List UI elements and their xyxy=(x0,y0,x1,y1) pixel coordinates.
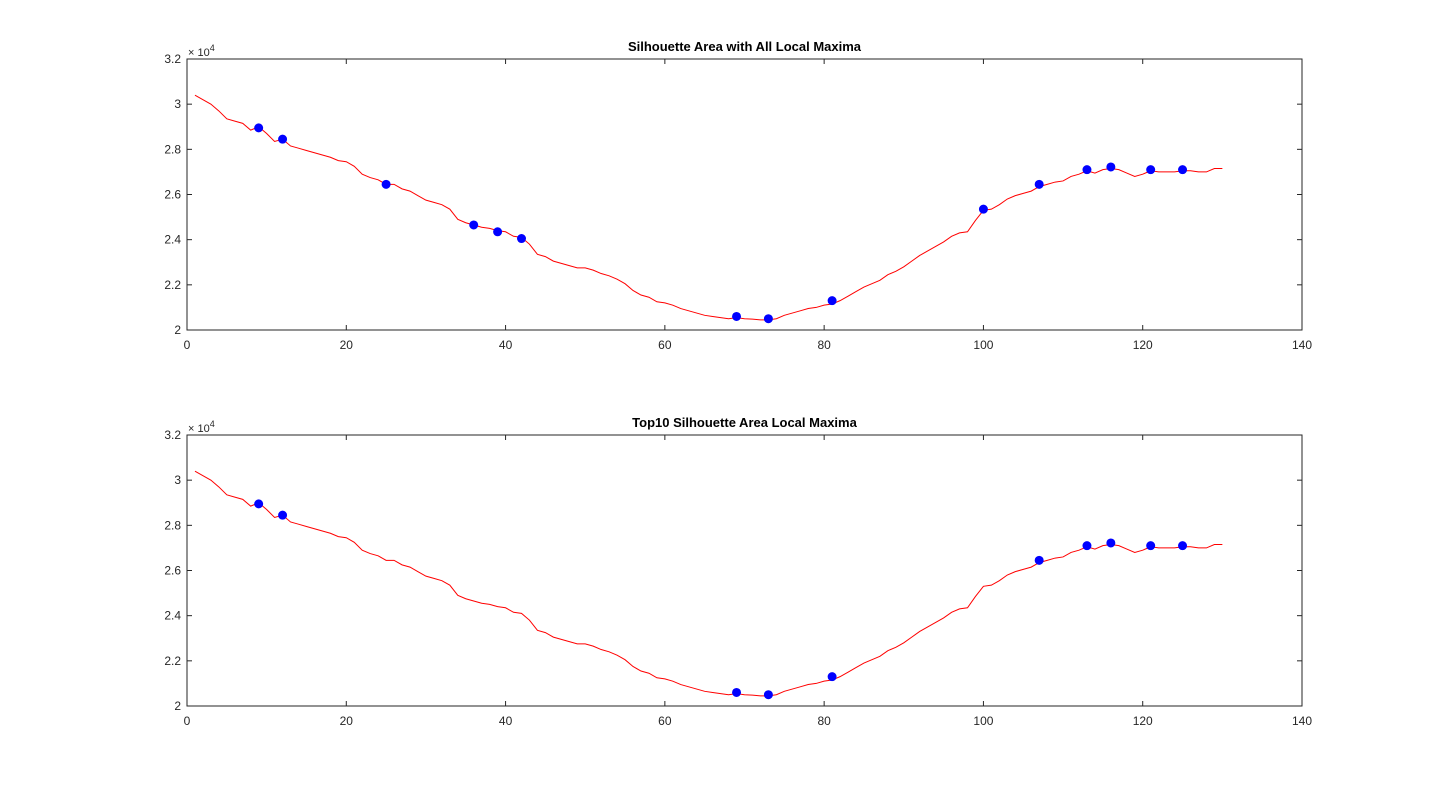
local-max-point xyxy=(254,499,264,509)
local-max-point xyxy=(493,227,503,237)
local-max-point xyxy=(827,296,837,306)
x-tick-label: 40 xyxy=(499,338,513,352)
y-tick-label: 2.8 xyxy=(164,142,181,156)
local-max-point xyxy=(254,123,264,133)
y-tick-label: 2.4 xyxy=(164,233,181,247)
y-exponent-base: × 10 xyxy=(188,47,210,59)
chart-title: Top10 Silhouette Area Local Maxima xyxy=(632,415,857,430)
y-tick-label: 3.2 xyxy=(164,428,181,442)
y-exponent-power: 4 xyxy=(210,43,215,53)
y-tick-label: 2 xyxy=(174,323,181,337)
local-max-point xyxy=(1082,165,1092,175)
x-tick-label: 80 xyxy=(817,714,831,728)
y-tick-label: 2.6 xyxy=(164,188,181,202)
local-max-point xyxy=(517,234,526,244)
y-tick-label: 2.2 xyxy=(164,278,181,292)
y-tick-label: 2.8 xyxy=(164,518,181,532)
x-tick-label: 0 xyxy=(184,338,191,352)
x-tick-label: 140 xyxy=(1292,714,1312,728)
axes-box xyxy=(186,434,1303,707)
local-max-point xyxy=(732,311,742,321)
y-tick-label: 2.4 xyxy=(164,609,181,623)
local-max-point xyxy=(827,672,837,682)
local-max-point xyxy=(1106,162,1116,172)
x-tick-label: 140 xyxy=(1292,338,1312,352)
y-tick-label: 2.6 xyxy=(164,564,181,578)
x-tick-label: 100 xyxy=(973,338,993,352)
local-max-point xyxy=(1082,541,1092,551)
x-tick-label: 20 xyxy=(340,714,354,728)
y-tick-label: 3 xyxy=(174,97,181,111)
series-line xyxy=(194,94,1223,321)
y-exponent-base: × 10 xyxy=(188,423,210,435)
y-exponent-label: × 104 xyxy=(188,43,215,59)
local-max-point xyxy=(1178,541,1188,551)
series-line xyxy=(194,470,1223,697)
local-max-point xyxy=(763,690,773,700)
local-max-point xyxy=(1034,179,1044,189)
x-tick-label: 20 xyxy=(340,338,354,352)
local-max-point xyxy=(732,687,742,697)
local-max-point xyxy=(978,204,988,214)
local-max-point xyxy=(1146,165,1156,175)
local-max-point xyxy=(763,314,773,324)
chart-title: Silhouette Area with All Local Maxima xyxy=(628,39,862,54)
local-max-point xyxy=(278,510,288,520)
local-max-point xyxy=(1146,541,1156,551)
y-exponent-power: 4 xyxy=(210,419,215,429)
x-tick-label: 40 xyxy=(499,714,513,728)
x-tick-label: 120 xyxy=(1133,338,1153,352)
local-max-point xyxy=(1178,165,1188,175)
chart-panel-2: 0 20 40 60 80 100 120 140 2 2.2 2.4 2.6 2.8 3 3.2 × 104… xyxy=(164,415,1312,728)
x-tick-label: 0 xyxy=(184,714,191,728)
x-tick-label: 80 xyxy=(817,338,831,352)
axes-box xyxy=(186,58,1303,331)
y-tick-label: 2.2 xyxy=(164,654,181,668)
y-exponent-label: × 104 xyxy=(188,419,215,435)
local-max-point xyxy=(278,134,288,144)
x-tick-label: 100 xyxy=(973,714,993,728)
local-max-point xyxy=(1106,538,1116,548)
local-max-point xyxy=(469,220,479,230)
x-tick-label: 120 xyxy=(1133,714,1153,728)
x-tick-label: 60 xyxy=(658,714,672,728)
local-max-point xyxy=(381,179,391,189)
x-tick-label: 60 xyxy=(658,338,672,352)
y-tick-label: 3.2 xyxy=(164,52,181,66)
y-tick-label: 2 xyxy=(174,699,181,713)
local-max-point xyxy=(1034,555,1044,565)
chart-panel-1: 0 20 40 60 80 100 120 140 2 2.2 2.4 2.6 2.8 3 3.2 × 104… xyxy=(164,39,1312,352)
y-tick-label: 3 xyxy=(174,473,181,487)
